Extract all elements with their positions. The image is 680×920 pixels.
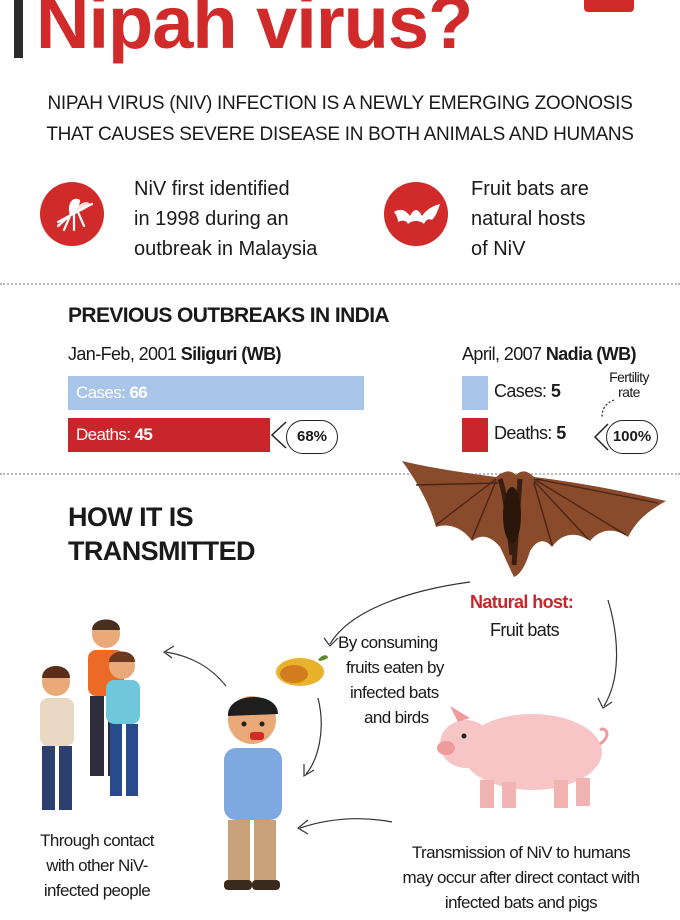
sick-man-illustration [224,696,282,890]
siliguri-date: Jan-Feb, 2001 [68,344,177,364]
deaths-label: Deaths: [76,425,131,444]
fact-line: in 1998 during an [134,208,289,230]
caption-line: and birds [364,708,429,727]
siliguri-title: Jan-Feb, 2001 Siliguri (WB) [68,344,281,365]
nadia-deaths-value: 5 [556,423,566,443]
caption-line: Through contact [40,831,154,850]
fact-malaysia: NiV first identified in 1998 during an o… [134,174,317,264]
note-arrow-icon [601,399,615,419]
page-title: Nipah virus? [36,0,473,64]
nadia-deaths-swatch [462,418,488,452]
natural-host-value: Fruit bats [490,620,560,640]
nadia-fatality-badge: 100% [606,420,658,454]
title-accent-bar [14,0,23,58]
subtitle-line-2: THAT CAUSES SEVERE DISEASE IN BOTH ANIMA… [46,124,634,145]
cases-label: Cases: [76,383,126,402]
subtitle-line-1: NIPAH VIRUS (NIV) INFECTION IS A NEWLY E… [47,93,633,114]
fact-line: of NiV [471,238,526,260]
pointer-arrow-icon [593,423,609,451]
nadia-place: Nadia (WB) [545,344,637,364]
caption-line: may occur after direct contact with [402,868,641,887]
cases-label: Cases: [494,381,547,401]
natural-host-label: Natural host: [470,592,574,612]
contact-caption: Through contact with other NiV- infected… [20,828,174,903]
fertility-rate-note: Fertility rate [609,369,649,400]
caption-line: infected bats and pigs [444,893,598,912]
siliguri-cases-value: 66 [129,383,148,402]
transmission-flow-arrows [162,581,618,835]
subtitle: NIPAH VIRUS (NIV) INFECTION IS A NEWLY E… [0,88,680,150]
deaths-label: Deaths: [494,423,552,443]
fact-bats-host: Fruit bats are natural hosts of NiV [471,174,589,264]
caption-line: infected people [43,881,151,900]
mango-icon [276,655,328,686]
nadia-cases-swatch [462,376,488,410]
direct-contact-caption: Transmission of NiV to humans may occur … [376,840,666,915]
caption-line: fruits eaten by [346,658,444,677]
fact-line: Fruit bats are [471,178,589,200]
nadia-date: April, 2007 [462,344,542,364]
title-corner-tab [584,0,634,12]
siliguri-deaths-value: 45 [134,425,153,444]
bat-icon [384,182,448,246]
fact-line: NiV first identified [134,178,290,200]
siliguri-place: Siliguri (WB) [180,344,282,364]
caption-line: Transmission of NiV to humans [411,843,631,862]
divider [0,283,680,285]
transmission-heading-line-1: HOW IT IS [68,502,194,532]
nadia-deaths: Deaths: 5 [494,423,566,444]
mosquito-icon [40,182,104,246]
fact-line: outbreak in Malaysia [134,238,318,260]
nadia-title: April, 2007 Nadia (WB) [462,344,636,365]
caption-line: By consuming [338,633,438,652]
caption-line: infected bats [350,683,439,702]
pig-illustration [437,706,609,808]
infected-people-illustration [40,619,140,810]
outbreaks-heading: PREVIOUS OUTBREAKS IN INDIA [68,304,390,327]
pointer-arrow-icon [270,421,287,449]
siliguri-deaths-bar: Deaths: 45 [68,418,270,452]
fruit-bat-illustration [402,461,666,577]
transmission-heading: HOW IT IS TRANSMITTED [68,500,255,568]
caption-line: with other NiV- [46,856,148,875]
nadia-cases-value: 5 [550,381,561,401]
siliguri-fatality-badge: 68% [286,420,338,454]
transmission-heading-line-2: TRANSMITTED [68,536,255,566]
nadia-cases: Cases: 5 [494,381,561,402]
fact-line: natural hosts [471,208,586,230]
siliguri-cases-bar: Cases: 66 [68,376,364,410]
divider [0,473,680,475]
consume-caption: By consuming fruits eaten by infected ba… [338,630,474,730]
